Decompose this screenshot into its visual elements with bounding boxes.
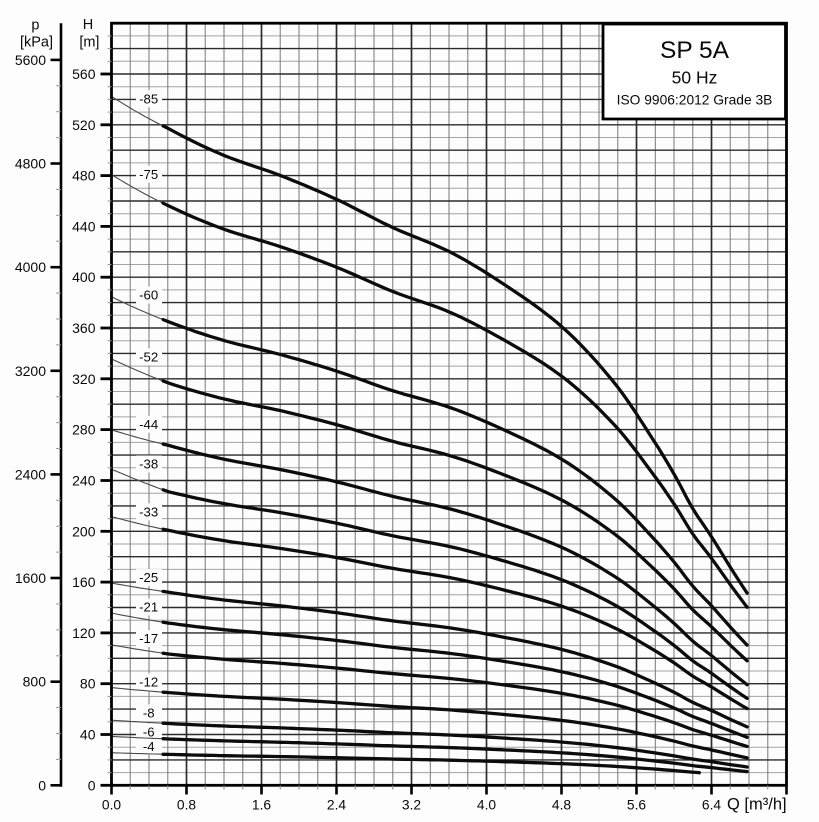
svg-text:Q [m³/h]: Q [m³/h] [727,795,787,813]
svg-text:5600: 5600 [15,52,46,68]
svg-text:-8: -8 [143,705,155,720]
svg-text:-75: -75 [139,167,158,182]
svg-text:-25: -25 [139,570,158,585]
svg-text:120: 120 [72,625,96,641]
svg-text:0: 0 [88,777,96,793]
svg-text:440: 440 [72,218,96,234]
svg-text:560: 560 [72,66,96,82]
svg-text:1600: 1600 [15,570,46,586]
svg-text:320: 320 [72,371,96,387]
svg-text:ISO 9906:2012 Grade 3B: ISO 9906:2012 Grade 3B [617,93,773,108]
svg-text:-60: -60 [139,288,158,303]
svg-text:480: 480 [72,168,96,184]
svg-text:240: 240 [72,473,96,489]
svg-text:p: p [31,18,39,34]
svg-text:280: 280 [72,422,96,438]
svg-text:3.2: 3.2 [402,797,421,812]
svg-text:-44: -44 [139,417,158,432]
svg-text:80: 80 [80,676,96,692]
svg-text:0: 0 [38,777,46,793]
svg-text:40: 40 [80,727,96,743]
svg-text:0.0: 0.0 [102,797,122,812]
svg-text:-12: -12 [139,675,158,690]
svg-text:-6: -6 [143,725,155,740]
svg-text:4000: 4000 [15,259,46,275]
svg-text:-4: -4 [143,739,155,754]
svg-text:3200: 3200 [15,363,46,379]
svg-text:-85: -85 [139,91,158,106]
svg-text:50 Hz: 50 Hz [672,68,718,88]
svg-text:-21: -21 [139,600,158,615]
svg-text:-38: -38 [139,457,158,472]
svg-text:5.6: 5.6 [627,797,647,812]
svg-text:400: 400 [72,269,96,285]
svg-text:2400: 2400 [15,466,46,482]
svg-text:-33: -33 [139,505,158,520]
svg-text:[m]: [m] [79,35,99,51]
svg-text:4800: 4800 [15,156,46,172]
svg-text:SP 5A: SP 5A [660,37,730,64]
svg-text:4.0: 4.0 [477,797,497,812]
svg-text:4.8: 4.8 [552,797,572,812]
svg-text:6.4: 6.4 [702,797,722,812]
svg-text:[kPa]: [kPa] [20,35,53,51]
svg-text:2.4: 2.4 [327,797,347,812]
svg-text:-52: -52 [139,350,158,365]
svg-text:-17: -17 [139,631,158,646]
svg-text:520: 520 [72,117,96,133]
svg-text:200: 200 [72,523,96,539]
svg-text:1.6: 1.6 [252,797,272,812]
svg-text:800: 800 [23,674,47,690]
svg-text:160: 160 [72,574,96,590]
svg-text:360: 360 [72,320,96,336]
svg-text:0.8: 0.8 [177,797,197,812]
svg-text:H: H [83,17,93,33]
